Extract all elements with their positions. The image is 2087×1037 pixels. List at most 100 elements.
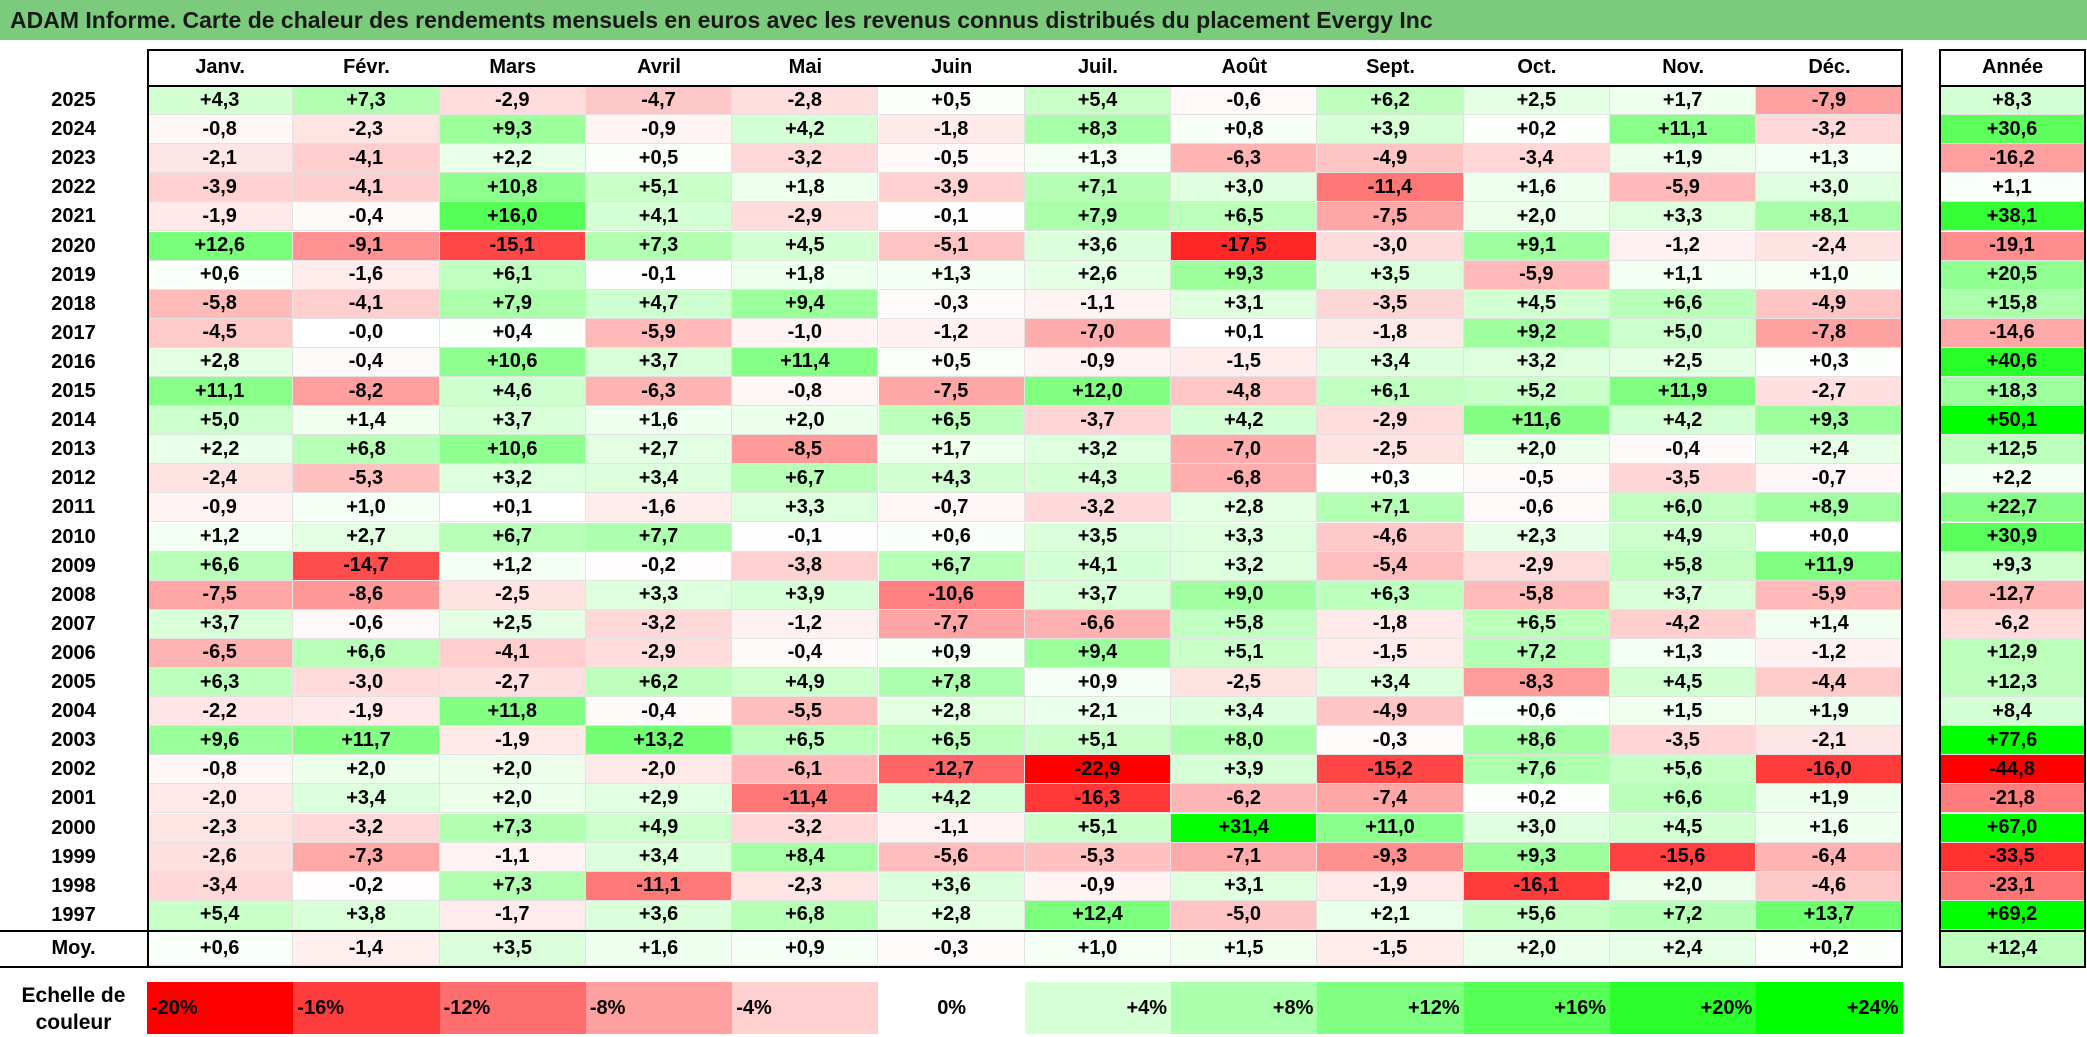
heatmap-cell: -4,1 bbox=[293, 144, 440, 174]
heatmap-cell: +1,9 bbox=[1756, 784, 1903, 814]
heatmap-cell: -2,0 bbox=[147, 784, 294, 814]
heatmap-cell: +8,1 bbox=[1756, 202, 1903, 232]
heatmap-cell: +1,1 bbox=[1610, 260, 1757, 290]
row-label: 2009 bbox=[51, 554, 96, 577]
year-total-cell: -23,1 bbox=[1939, 871, 2086, 901]
heatmap-cell: +13,7 bbox=[1756, 900, 1903, 930]
heatmap-cell: +2,6 bbox=[1024, 260, 1172, 290]
heatmap-cell: -0,7 bbox=[878, 493, 1025, 523]
year-total-cell: +40,6 bbox=[1939, 347, 2086, 377]
color-scale-label: Echelle de couleur bbox=[21, 984, 126, 1034]
heatmap-cell: +6,5 bbox=[1171, 202, 1318, 232]
heatmap-cell: -1,0 bbox=[732, 318, 879, 348]
heatmap-cell: +1,4 bbox=[1756, 609, 1903, 639]
heatmap-cell: +2,8 bbox=[878, 697, 1025, 727]
column-header-10: Oct. bbox=[1517, 55, 1557, 78]
year-total-cell: +12,9 bbox=[1939, 638, 2086, 668]
heatmap-cell: +2,3 bbox=[1463, 522, 1610, 552]
heatmap-cell: -6,8 bbox=[1171, 464, 1318, 494]
heatmap-cell: +7,9 bbox=[1024, 202, 1172, 232]
heatmap-cell: +2,7 bbox=[585, 435, 733, 465]
heatmap-cell: -4,1 bbox=[293, 173, 440, 203]
row-label: 1999 bbox=[51, 845, 96, 868]
average-cell: +2,0 bbox=[1463, 931, 1610, 966]
heatmap-cell: +9,3 bbox=[1756, 406, 1903, 436]
heatmap-cell: -0,6 bbox=[1171, 86, 1318, 116]
heatmap-cell: -11,4 bbox=[732, 784, 879, 814]
heatmap-cell: -2,7 bbox=[439, 668, 586, 698]
heatmap-cell: +1,5 bbox=[1610, 697, 1757, 727]
heatmap-cell: -5,0 bbox=[1171, 900, 1318, 930]
heatmap-cell: -0,0 bbox=[293, 318, 440, 348]
heatmap-cell: +4,7 bbox=[585, 289, 733, 319]
heatmap-cell: +5,4 bbox=[147, 900, 294, 930]
heatmap-cell: -15,2 bbox=[1317, 755, 1464, 785]
heatmap-cell: +1,2 bbox=[147, 522, 294, 552]
heatmap-cell: -1,1 bbox=[439, 842, 586, 872]
heatmap-cell: +3,4 bbox=[585, 842, 733, 872]
heatmap-cell: -3,2 bbox=[1024, 493, 1172, 523]
heatmap-cell: -1,9 bbox=[293, 697, 440, 727]
heatmap-cell: -2,1 bbox=[1756, 726, 1903, 756]
heatmap-cell: -17,5 bbox=[1171, 231, 1318, 261]
year-total-cell: -12,7 bbox=[1939, 580, 2086, 610]
heatmap-cell: +3,0 bbox=[1171, 173, 1318, 203]
average-label: Moy. bbox=[51, 937, 96, 960]
heatmap-cell: +6,8 bbox=[732, 900, 879, 930]
heatmap-cell: -4,1 bbox=[293, 289, 440, 319]
heatmap-cell: -6,4 bbox=[1756, 842, 1903, 872]
heatmap-cell: +11,8 bbox=[439, 697, 586, 727]
row-label: 2010 bbox=[51, 525, 96, 548]
heatmap-cell: -5,1 bbox=[878, 231, 1025, 261]
row-label: 2020 bbox=[51, 234, 96, 257]
heatmap-cell: +4,3 bbox=[147, 86, 294, 116]
heatmap-cell: +9,0 bbox=[1171, 580, 1318, 610]
heatmap-cell: +0,9 bbox=[878, 638, 1025, 668]
heatmap-cell: -8,5 bbox=[732, 435, 879, 465]
heatmap-cell: +7,1 bbox=[1024, 173, 1172, 203]
heatmap-cell: -2,7 bbox=[1756, 377, 1903, 407]
row-label: 2007 bbox=[51, 612, 96, 635]
heatmap-cell: +1,6 bbox=[585, 406, 733, 436]
heatmap-cell: +8,3 bbox=[1024, 115, 1172, 145]
heatmap-cell: -0,6 bbox=[1463, 493, 1610, 523]
heatmap-cell: +3,0 bbox=[1463, 813, 1610, 843]
heatmap-cell: +6,5 bbox=[1463, 609, 1610, 639]
color-scale-swatch: -16% bbox=[293, 982, 440, 1034]
heatmap-cell: -0,1 bbox=[878, 202, 1025, 232]
heatmap-cell: +2,2 bbox=[147, 435, 294, 465]
heatmap-cell: +8,0 bbox=[1171, 726, 1318, 756]
heatmap-cell: +3,6 bbox=[585, 900, 733, 930]
year-total-cell: +30,9 bbox=[1939, 522, 2086, 552]
year-total-cell: +15,8 bbox=[1939, 289, 2086, 319]
heatmap-cell: +1,0 bbox=[1756, 260, 1903, 290]
average-cell: +0,2 bbox=[1756, 931, 1903, 966]
heatmap-cell: +2,9 bbox=[585, 784, 733, 814]
color-scale-swatch: +12% bbox=[1317, 982, 1464, 1034]
heatmap-cell: -2,0 bbox=[585, 755, 733, 785]
column-header-4: Avril bbox=[637, 55, 681, 78]
row-label: 2023 bbox=[51, 147, 96, 170]
average-cell: +2,4 bbox=[1610, 931, 1757, 966]
heatmap-cell: -15,1 bbox=[439, 231, 586, 261]
color-scale-swatch: +16% bbox=[1463, 982, 1610, 1034]
heatmap-cell: -1,2 bbox=[732, 609, 879, 639]
heatmap-cell: +3,4 bbox=[1171, 697, 1318, 727]
heatmap-cell: +8,9 bbox=[1756, 493, 1903, 523]
heatmap-cell: -0,8 bbox=[732, 377, 879, 407]
year-total-cell: -33,5 bbox=[1939, 842, 2086, 872]
heatmap-cell: +0,2 bbox=[1463, 115, 1610, 145]
row-label: 2002 bbox=[51, 758, 96, 781]
heatmap-cell: -1,5 bbox=[1171, 347, 1318, 377]
average-cell: +3,5 bbox=[439, 931, 586, 966]
heatmap-cell: -0,2 bbox=[585, 551, 733, 581]
heatmap-cell: -4,6 bbox=[1317, 522, 1464, 552]
heatmap-cell: -1,2 bbox=[1756, 638, 1903, 668]
heatmap-cell: +3,9 bbox=[1317, 115, 1464, 145]
average-cell: +1,0 bbox=[1024, 931, 1172, 966]
heatmap-cell: -4,5 bbox=[147, 318, 294, 348]
row-label: 2016 bbox=[51, 350, 96, 373]
average-cell: -0,3 bbox=[878, 931, 1025, 966]
heatmap-cell: +0,1 bbox=[1171, 318, 1318, 348]
heatmap-cell: -15,6 bbox=[1610, 842, 1757, 872]
